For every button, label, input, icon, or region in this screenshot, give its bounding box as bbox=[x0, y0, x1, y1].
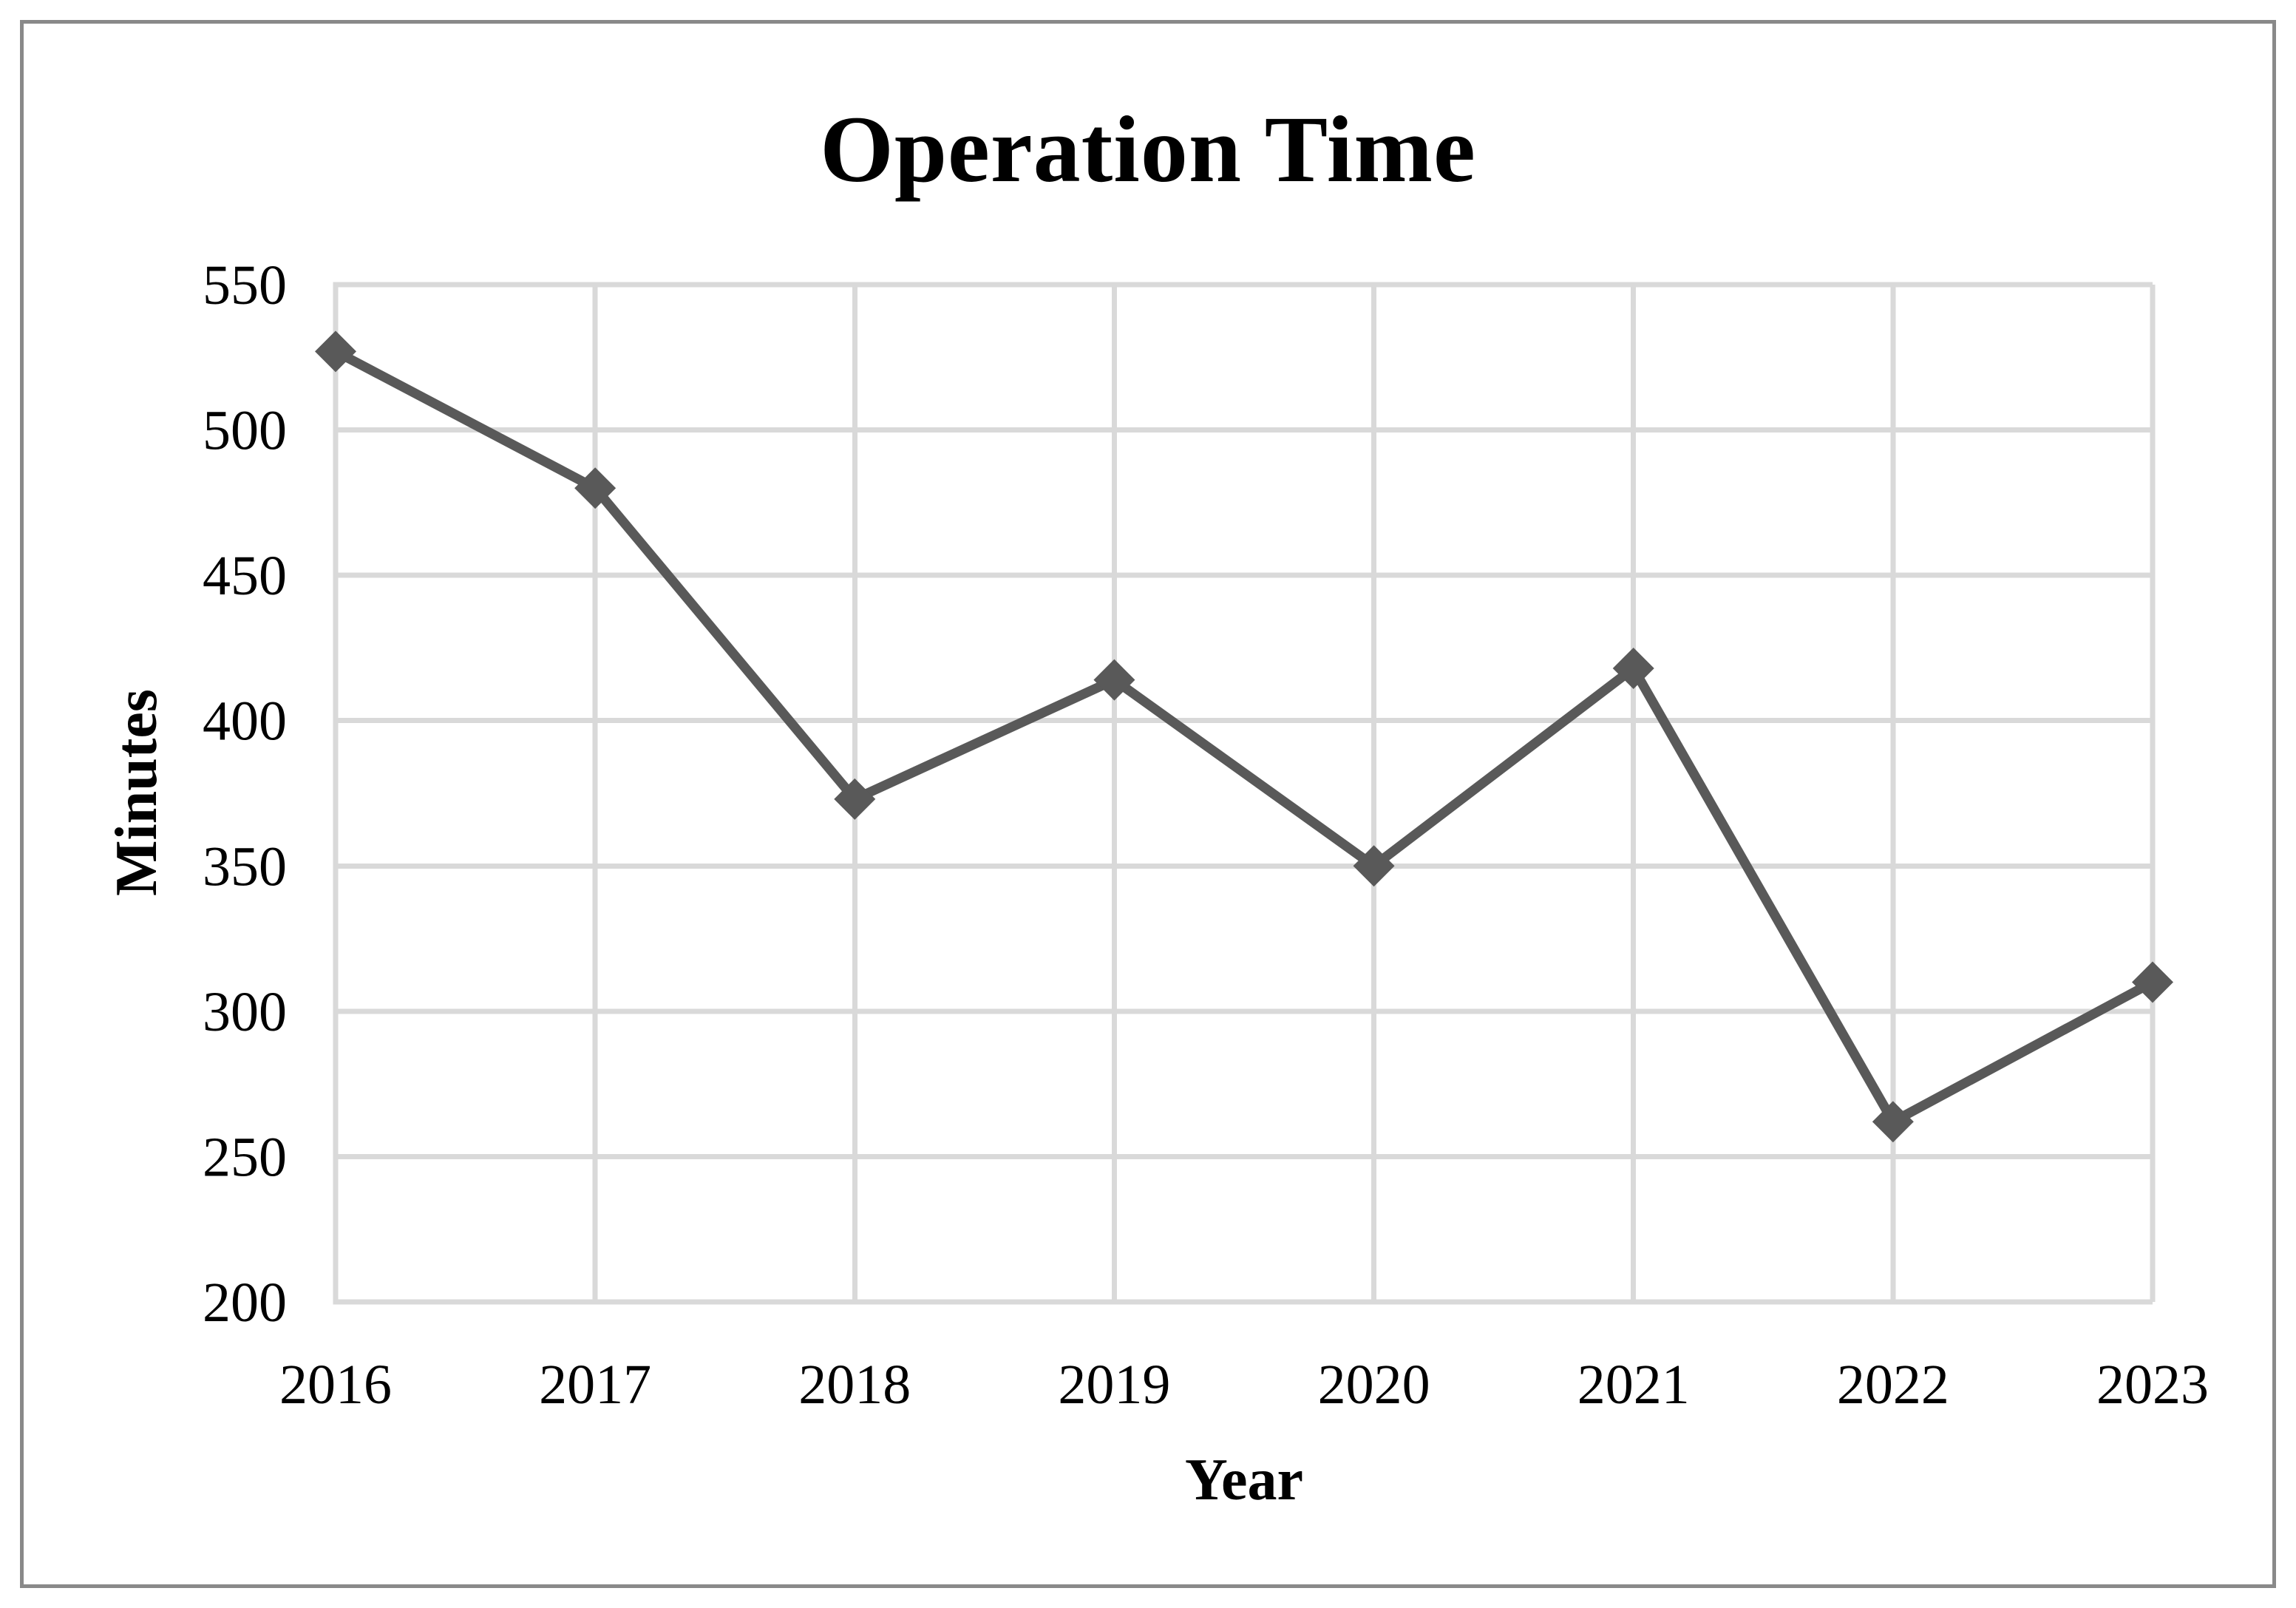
y-tick-200: 200 bbox=[203, 1272, 287, 1334]
x-tick-2018: 2018 bbox=[798, 1354, 911, 1416]
data-point-2017 bbox=[574, 467, 617, 509]
x-tick-2016: 2016 bbox=[279, 1354, 392, 1416]
data-point-2018 bbox=[834, 778, 876, 820]
figure-border bbox=[20, 20, 2276, 1588]
data-point-2023 bbox=[2132, 961, 2173, 1003]
x-tick-2017: 2017 bbox=[539, 1354, 651, 1416]
y-axis-title: Minutes bbox=[104, 689, 169, 896]
y-tick-450: 450 bbox=[203, 545, 287, 607]
data-point-2021 bbox=[1612, 647, 1654, 689]
data-point-2016 bbox=[315, 330, 356, 373]
x-tick-2019: 2019 bbox=[1058, 1354, 1170, 1416]
x-tick-2022: 2022 bbox=[1837, 1354, 1949, 1416]
x-axis-title: Year bbox=[1185, 1448, 1303, 1513]
chart-title: Operation Time bbox=[820, 97, 1476, 202]
data-point-2020 bbox=[1353, 845, 1395, 887]
y-tick-300: 300 bbox=[203, 981, 287, 1043]
y-tick-250: 250 bbox=[203, 1126, 287, 1188]
x-tick-2021: 2021 bbox=[1577, 1354, 1690, 1416]
y-tick-500: 500 bbox=[203, 400, 287, 462]
y-tick-400: 400 bbox=[203, 691, 287, 753]
x-tick-2020: 2020 bbox=[1318, 1354, 1430, 1416]
data-point-2022 bbox=[1872, 1101, 1914, 1143]
x-tick-2023: 2023 bbox=[2096, 1354, 2209, 1416]
data-point-2019 bbox=[1093, 659, 1135, 701]
series-line bbox=[330, 346, 2158, 1127]
y-tick-550: 550 bbox=[203, 254, 287, 316]
y-tick-350: 350 bbox=[203, 835, 287, 898]
